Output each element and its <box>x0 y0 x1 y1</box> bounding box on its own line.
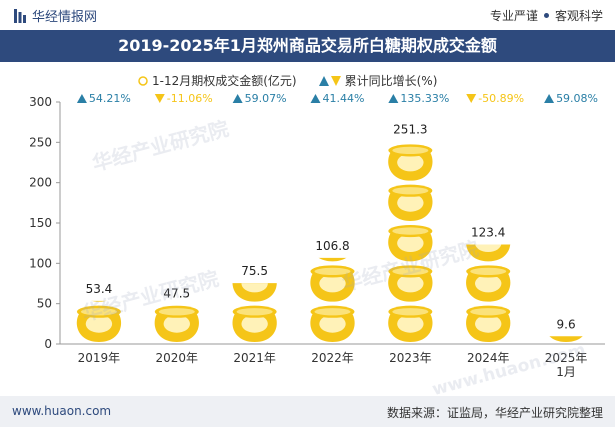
bar-segment <box>310 305 355 342</box>
bar-segment <box>549 336 583 342</box>
bar-segment <box>310 265 355 302</box>
growth-label: 54.21% <box>89 92 131 105</box>
legend-item-amount: 1-12月期权成交金额(亿元) <box>138 72 297 89</box>
growth-label: 59.07% <box>245 92 287 105</box>
separator-dot-icon <box>543 13 549 18</box>
growth-down-icon <box>154 94 165 103</box>
data-label: 53.4 <box>86 282 113 296</box>
growth-down-icon <box>466 94 477 103</box>
growth-up-icon <box>76 94 87 103</box>
legend-label-growth: 累计同比增长(%) <box>344 74 438 88</box>
bar-segment <box>76 305 122 342</box>
bar-segment <box>232 283 277 302</box>
x-tick-label: 2022年 <box>311 351 354 365</box>
y-tick-label: 150 <box>29 216 52 230</box>
y-tick-label: 50 <box>37 297 52 311</box>
bar-segment <box>388 184 433 221</box>
slogan-right: 客观科学 <box>554 9 603 23</box>
bar-segment <box>388 144 433 181</box>
footer: www.huaon.com 数据来源：证监局，华经产业研究院整理 <box>0 396 615 427</box>
x-tick-label: 1月 <box>556 365 576 379</box>
data-label: 123.4 <box>471 225 505 239</box>
y-tick-label: 200 <box>29 176 52 190</box>
growth-up-icon <box>388 94 399 103</box>
bar-segment <box>232 305 277 342</box>
bar-segment <box>388 265 433 302</box>
bar-segment <box>388 225 433 262</box>
bar-segment <box>92 300 106 302</box>
growth-label: 59.08% <box>556 92 598 105</box>
y-tick-label: 300 <box>29 95 52 109</box>
y-tick-label: 0 <box>44 337 52 351</box>
chart-area: 0 50 100 150 200 250 300 53.4 2019年 54.21% 47.5 202… <box>29 92 605 379</box>
bar-segment <box>318 257 347 262</box>
chart-title: 2019-2025年1月郑州商品交易所白糖期权成交金额 <box>0 30 615 62</box>
footer-site: www.huaon.com <box>12 404 112 418</box>
data-label: 9.6 <box>557 317 576 331</box>
top-bar: 华经情报网 专业严谨 客观科学 <box>0 0 615 30</box>
x-tick-label: 2019年 <box>78 351 121 365</box>
bar-segment <box>388 305 433 342</box>
slogan: 专业严谨 客观科学 <box>490 7 603 24</box>
x-tick-label: 2020年 <box>156 351 199 365</box>
data-label: 106.8 <box>315 239 349 253</box>
growth-label: 135.33% <box>400 92 449 105</box>
x-tick-label: 2024年 <box>467 351 510 365</box>
bar-segment <box>154 305 199 342</box>
growth-up-icon <box>232 94 243 103</box>
growth-up-icon <box>544 94 555 103</box>
legend-label-amount: 1-12月期权成交金额(亿元) <box>152 74 297 88</box>
legend-item-growth: 累计同比增长(%) <box>318 72 438 89</box>
legend-pot-icon <box>138 75 148 86</box>
data-label: 251.3 <box>393 122 427 136</box>
x-tick-label: 2023年 <box>389 351 432 365</box>
growth-label: 41.44% <box>323 92 365 105</box>
bar-segment <box>466 265 511 302</box>
growth-label: -50.89% <box>478 92 524 105</box>
data-label: 75.5 <box>241 264 268 278</box>
brand: 华经情报网 <box>14 6 97 25</box>
legend: 1-12月期权成交金额(亿元) 累计同比增长(%) <box>138 72 437 89</box>
bar-segment <box>466 305 511 342</box>
x-tick-label: 2025年 <box>545 351 588 365</box>
brand-logo-icon <box>14 8 26 23</box>
bar-segment <box>466 244 511 262</box>
slogan-left: 专业严谨 <box>489 9 538 23</box>
x-tick-label: 2021年 <box>233 351 276 365</box>
y-tick-label: 250 <box>29 135 52 149</box>
data-label: 47.5 <box>163 287 190 301</box>
growth-label: -11.06% <box>167 92 213 105</box>
growth-up-icon <box>310 94 321 103</box>
brand-name: 华经情报网 <box>32 10 98 25</box>
footer-source: 数据来源：证监局，华经产业研究院整理 <box>386 406 603 420</box>
legend-triangle-icon <box>318 75 341 86</box>
y-tick-label: 100 <box>29 256 52 270</box>
